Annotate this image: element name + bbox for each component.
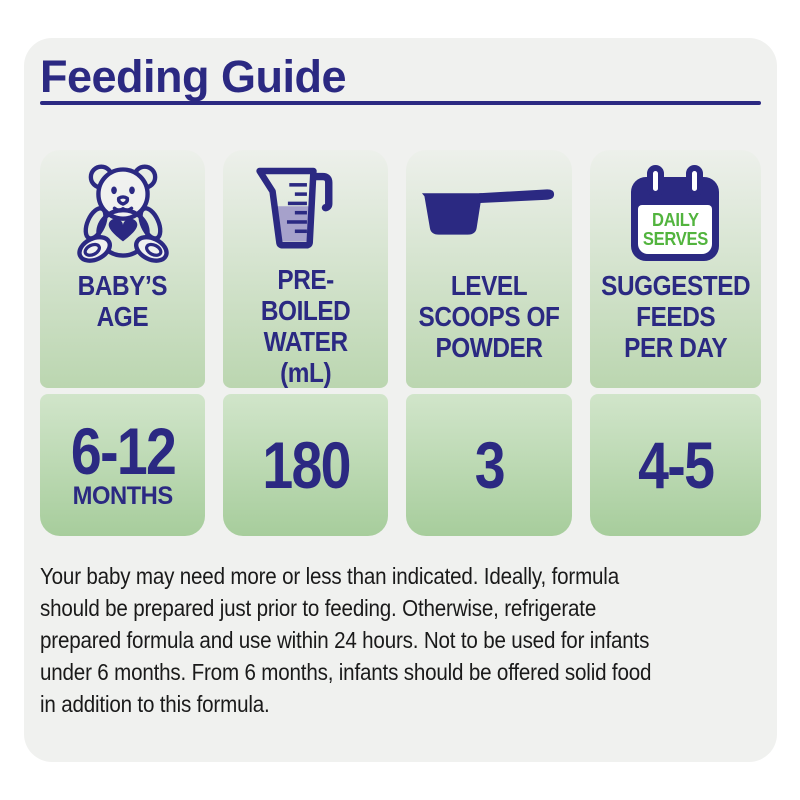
preparation-footnote: Your baby may need more or less than ind… <box>40 563 652 717</box>
value-cell-scoops: 3 <box>406 394 572 536</box>
column-babys-age-header: BABY’S AGE <box>40 150 206 388</box>
age-value: 6-12 <box>70 414 176 488</box>
feeding-guide-card: Feeding Guide <box>24 38 777 762</box>
column-label-feeds: SUGGESTED FEEDS PER DAY <box>600 270 750 363</box>
column-water-header: PRE-BOILED WATER (mL) <box>223 150 389 388</box>
column-label-water: PRE-BOILED WATER (mL) <box>261 264 351 388</box>
water-value: 180 <box>262 428 351 502</box>
feeds-value: 4-5 <box>637 428 715 502</box>
page-title: Feeding Guide <box>40 51 347 102</box>
column-feeds-header: DAILY SERVES SUGGESTED FEEDS PER DAY <box>589 150 761 388</box>
age-value-unit: MONTHS <box>72 482 174 510</box>
title-underline <box>40 101 761 105</box>
scoops-value: 3 <box>474 428 505 502</box>
column-label-babys-age: BABY’S AGE <box>77 270 168 332</box>
teddy-bear-icon <box>71 162 175 264</box>
calendar-ring-left <box>647 165 665 197</box>
measuring-jug-icon <box>254 162 358 258</box>
value-cell-water: 180 <box>223 394 389 536</box>
column-scoops-header: LEVEL SCOOPS OF POWDER <box>406 150 572 388</box>
column-label-scoops: LEVEL SCOOPS OF POWDER <box>418 270 560 363</box>
calendar-ring-right <box>686 165 704 197</box>
feeding-guide-table: BABY’S AGE PRE-BOILED WATER (mL) <box>40 150 761 536</box>
calendar-page: DAILY SERVES <box>638 205 713 254</box>
calendar-daily-serves-text: DAILY SERVES <box>642 209 709 249</box>
value-cell-age: 6-12 MONTHS <box>40 394 206 536</box>
value-cell-feeds: 4-5 <box>589 394 761 536</box>
calendar-icon: DAILY SERVES <box>631 162 720 264</box>
scoop-icon <box>420 162 558 264</box>
